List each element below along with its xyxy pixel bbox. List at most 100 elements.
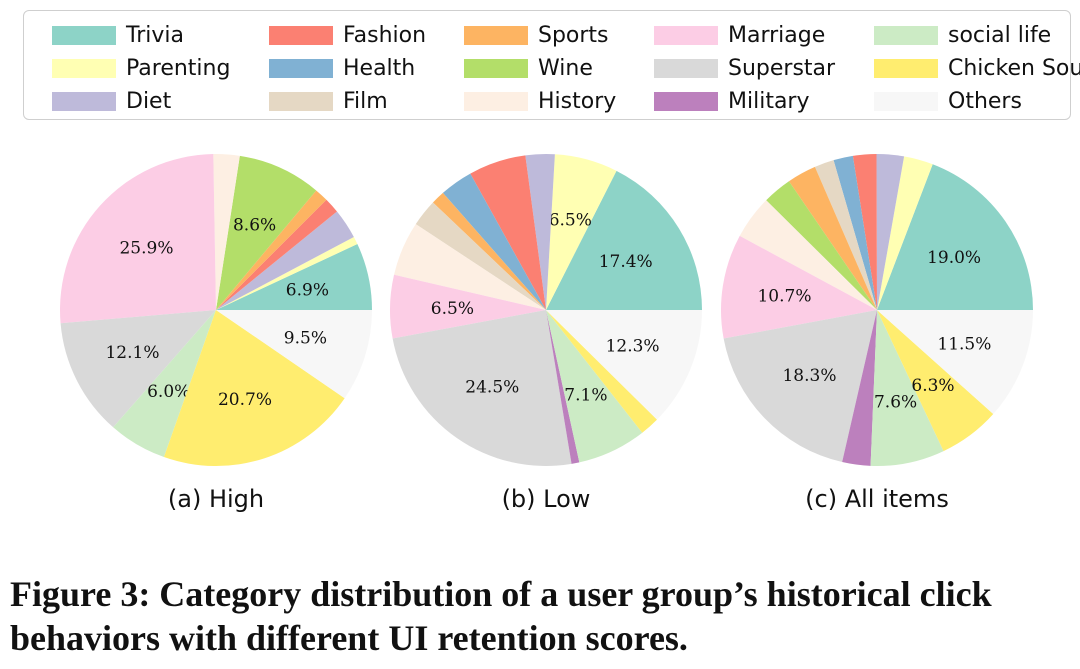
pie-slice: [739, 200, 877, 310]
pie-slice: [392, 310, 572, 467]
legend-swatch: [874, 91, 938, 111]
legend-item: Parenting: [52, 53, 230, 83]
pie-chart: 17.4% 6.5% 6.5% 24.5% 7.1% 12.3% (b) Low: [389, 153, 702, 513]
pie-slice: [216, 211, 354, 310]
slice-label: 17.4%: [599, 252, 653, 272]
pie-slice: [60, 154, 216, 324]
pie-slice: [546, 310, 643, 463]
chart-legend: Trivia Fashion Sports Marriage social life Pa…: [23, 10, 1080, 120]
pie-slice: [216, 310, 372, 399]
slice-label: 20.7%: [218, 390, 272, 410]
slice-label: 19.0%: [927, 248, 981, 268]
pie-slice: [877, 310, 994, 452]
pie-slice: [723, 310, 877, 463]
legend-label: Military: [728, 88, 810, 114]
legend-swatch: [874, 25, 938, 45]
pie-slice: [546, 154, 617, 310]
legend-item: Marriage: [654, 20, 825, 50]
pie-slice: [394, 224, 546, 310]
legend-label: Trivia: [126, 22, 184, 48]
pie-slice: [877, 156, 933, 310]
pie-slice: [852, 154, 877, 310]
slice-label: 9.5%: [284, 329, 327, 349]
pie-slice: [163, 310, 345, 466]
figure-caption: Figure 3: Category distribution of a use…: [10, 574, 992, 658]
legend-item: social life: [874, 20, 1051, 50]
pie-slice: [546, 310, 658, 433]
slice-label: 6.5%: [549, 211, 592, 231]
slice-label: 7.1%: [564, 386, 607, 406]
legend-item: Film: [269, 86, 388, 116]
pie-slice: [213, 153, 240, 310]
legend-swatch: [654, 91, 718, 111]
legend-swatch: [269, 25, 333, 45]
legend-label: Fashion: [343, 22, 427, 48]
slice-label: 25.9%: [119, 238, 173, 258]
pie-slice: [546, 170, 702, 310]
pie-slice: [766, 181, 877, 310]
pie-slice: [415, 202, 546, 310]
legend-item: Others: [874, 86, 1022, 116]
pie-slice: [525, 153, 555, 310]
pie-chart: 6.9% 8.6% 25.9% 12.1% 6.0% 20.7% 9.5% (a) High: [60, 153, 372, 513]
pie-chart: 19.0% 10.7% 18.3% 7.6%6.3% 11.5% (c) All item…: [720, 153, 1033, 513]
legend-label: Superstar: [728, 55, 836, 81]
legend-swatch: [52, 91, 116, 111]
legend-swatch: [874, 58, 938, 78]
legend-label: Marriage: [728, 22, 826, 48]
legend-item: Chicken Soul: [874, 53, 1080, 83]
legend-item: Military: [654, 86, 810, 116]
pie-slice: [877, 310, 1033, 415]
pie-slice: [216, 155, 317, 310]
legend-item: Health: [269, 53, 415, 83]
legend-swatch: [269, 91, 333, 111]
legend-label: Health: [343, 55, 416, 81]
legend-label: social life: [948, 22, 1052, 48]
legend-item: Superstar: [654, 53, 835, 83]
pie-slice: [216, 199, 337, 310]
legend-item: Trivia: [52, 20, 184, 50]
legend-swatch: [52, 25, 116, 45]
pie-slice: [870, 310, 944, 467]
slice-label: 8.6%: [233, 216, 276, 236]
slice-label: 6.3%: [911, 376, 954, 396]
pie-slice: [788, 166, 877, 310]
pie-slice: [216, 244, 372, 310]
slice-label: 6.0%: [147, 382, 190, 402]
pie-slice: [877, 164, 1033, 310]
pie-slice: [216, 236, 358, 310]
slice-label: 18.3%: [782, 366, 836, 386]
pie-slice: [113, 310, 216, 458]
legend-label: Diet: [126, 88, 172, 114]
chart-subtitle: (b) Low: [502, 485, 591, 513]
legend-item: Diet: [52, 86, 171, 116]
pie-slice: [60, 310, 216, 428]
pie-slice: [546, 310, 702, 420]
pie-charts: 6.9% 8.6% 25.9% 12.1% 6.0% 20.7% 9.5% (a) High 1…: [60, 153, 1033, 513]
legend-label: Wine: [538, 55, 593, 81]
slice-label: 6.5%: [431, 299, 474, 319]
legend-item: Fashion: [269, 20, 426, 50]
legend-item: History: [464, 86, 616, 116]
legend-swatch: [269, 58, 333, 78]
slice-label: 24.5%: [465, 378, 519, 398]
legend-item: Wine: [464, 53, 593, 83]
pie-slice: [833, 155, 877, 310]
slice-label: 11.5%: [937, 334, 991, 354]
legend-swatch: [464, 25, 528, 45]
pie-slice: [432, 192, 546, 310]
slice-label: 12.3%: [606, 337, 660, 357]
chart-subtitle: (c) All items: [805, 485, 949, 513]
legend-swatch: [464, 91, 528, 111]
legend-label: History: [538, 88, 617, 114]
pie-slice: [216, 190, 327, 310]
pie-slice: [546, 310, 580, 464]
chart-subtitle: (a) High: [168, 485, 264, 513]
slice-label: 7.6%: [874, 393, 917, 413]
legend-swatch: [52, 58, 116, 78]
pie-slice: [842, 310, 877, 466]
legend-swatch: [654, 25, 718, 45]
legend-item: Sports: [464, 20, 609, 50]
legend-label: Chicken Soul: [948, 55, 1080, 81]
pie-slice: [814, 160, 877, 310]
